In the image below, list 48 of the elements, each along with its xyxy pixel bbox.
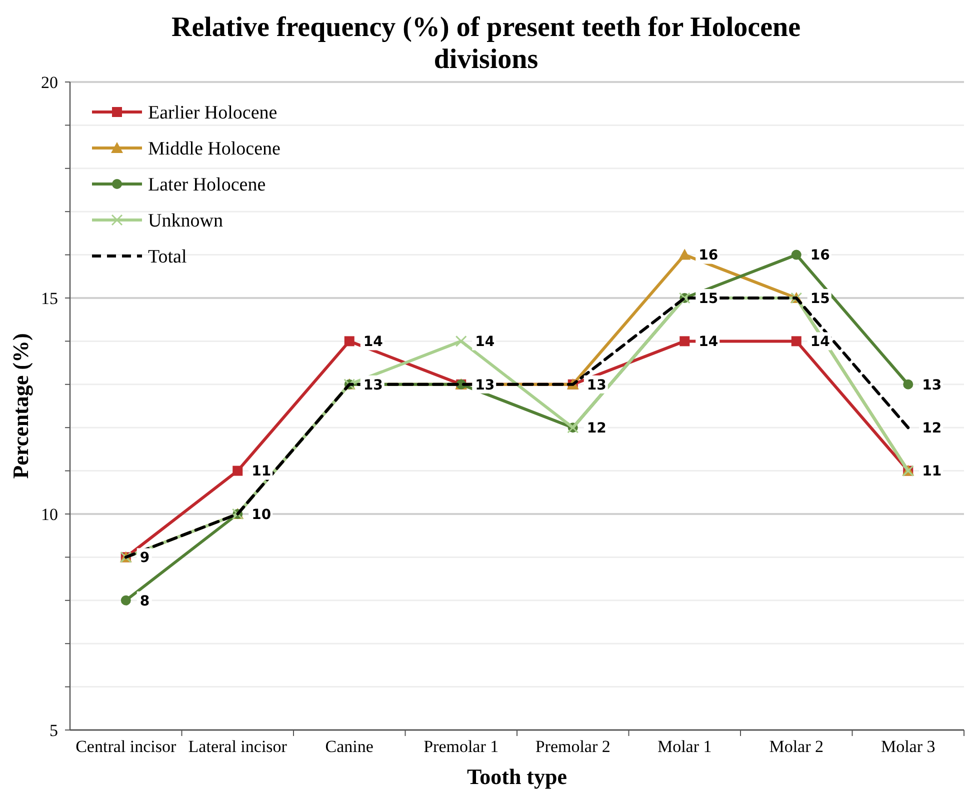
x-tick-label: Lateral incisor: [188, 737, 288, 756]
y-tick-label: 5: [50, 720, 58, 740]
annotation: 13: [363, 377, 383, 394]
y-axis-title: Percentage (%): [8, 333, 33, 479]
annotation: 16: [810, 248, 830, 264]
y-tick-label: 20: [41, 72, 58, 92]
x-tick-label: Premolar 2: [535, 737, 610, 756]
point: [678, 248, 691, 260]
annotation: 13: [922, 377, 942, 394]
point: [680, 336, 690, 346]
point: [232, 466, 243, 476]
legend-label: Middle Holocene: [148, 138, 280, 160]
legend-label: Total: [148, 246, 187, 268]
x-tick-label: Molar 2: [769, 737, 824, 756]
point: [120, 595, 131, 606]
annotation: 11: [252, 464, 272, 480]
point: [791, 250, 802, 260]
point: [791, 336, 802, 346]
annotation: 14: [363, 334, 384, 350]
annotation: 14: [698, 334, 718, 350]
y-tick-label: 15: [41, 288, 58, 308]
annotation: 12: [586, 420, 606, 436]
x-tick-label: Molar 3: [880, 737, 936, 756]
annotation: 14: [475, 334, 495, 350]
point: [455, 335, 467, 347]
annotation: 13: [475, 377, 495, 394]
legend-label: Earlier Holocene: [148, 102, 278, 124]
x-axis-title: Tooth type: [466, 764, 568, 789]
y-tick-label: 10: [41, 504, 58, 524]
annotation: 10: [252, 506, 272, 523]
x-tick-label: Central incisor: [76, 737, 176, 756]
x-tick-label: Molar 1: [657, 737, 712, 756]
x-tick-label: Canine: [325, 737, 374, 756]
legend-label: Later Holocene: [148, 174, 266, 196]
point: [344, 336, 354, 346]
x-tick-label: Premolar 1: [424, 737, 499, 756]
annotation: 11: [922, 464, 942, 480]
annotation: 12: [922, 420, 942, 436]
annotation: 8: [140, 593, 150, 610]
point: [903, 379, 914, 390]
annotation: 15: [698, 290, 718, 307]
annotation: 15: [810, 290, 830, 307]
annotation: 9: [140, 550, 150, 566]
annotation: 14: [810, 334, 830, 350]
chart-title: Relative frequency (%) of present teeth for Holocene divisions: [171, 12, 801, 75]
annotation: 16: [698, 248, 718, 264]
annotation: 13: [586, 377, 606, 394]
legend-label: Unknown: [148, 210, 224, 232]
